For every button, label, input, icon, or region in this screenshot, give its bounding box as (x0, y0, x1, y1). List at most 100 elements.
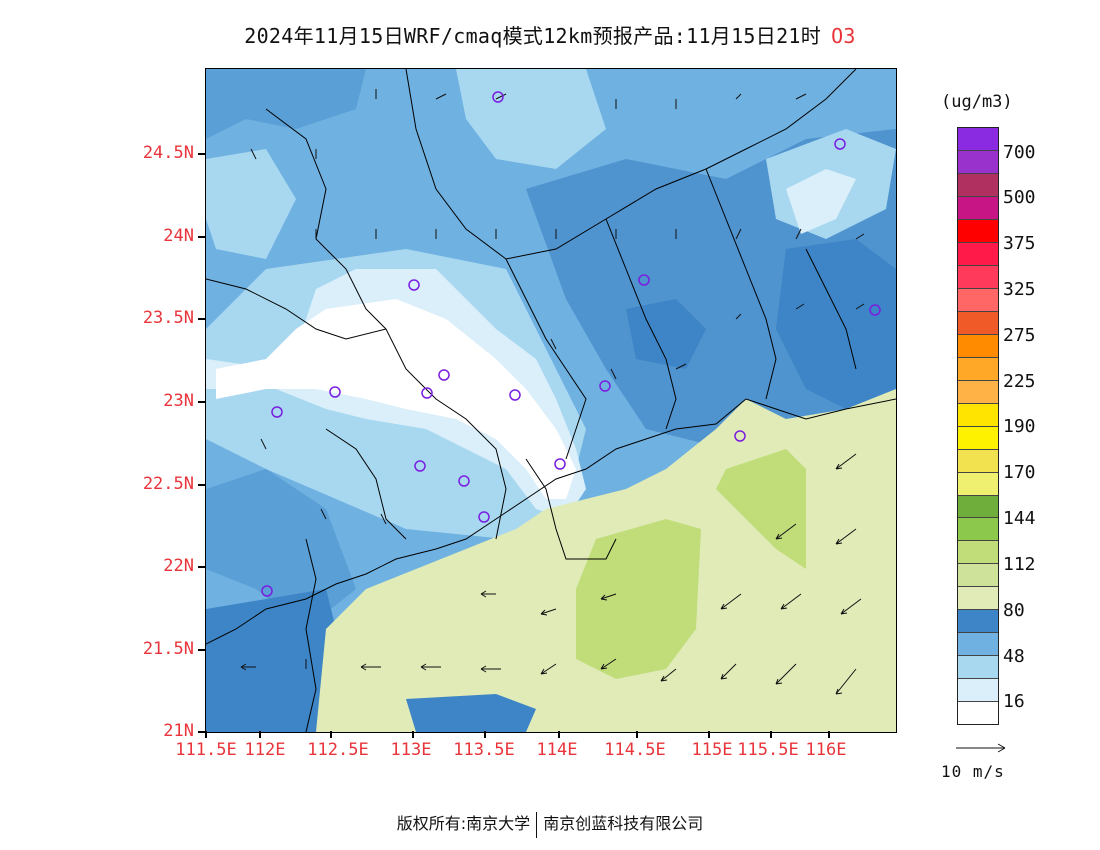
map-field-svg (206, 69, 896, 732)
colorbar-cell (958, 610, 998, 634)
y-tick-label: 24N (163, 226, 194, 246)
y-tick-label: 22.5N (142, 474, 194, 494)
colorbar-cell (958, 564, 998, 588)
colorbar-label: 112 (1003, 554, 1036, 575)
colorbar-cell (958, 426, 998, 450)
x-tick-mark (558, 731, 560, 738)
colorbar-label: 500 (1003, 187, 1036, 208)
y-tick-mark (198, 731, 205, 733)
copyright-right: 南京创蓝科技有限公司 (543, 814, 704, 833)
field-patch (786, 169, 856, 234)
colorbar-cell (958, 633, 998, 657)
colorbar-label: 225 (1003, 371, 1036, 392)
colorbar-label: 80 (1003, 600, 1025, 621)
colorbar-cell (958, 311, 998, 335)
ozone-map (205, 68, 897, 733)
colorbar-cell (958, 128, 998, 151)
x-tick-label: 112.5E (307, 740, 369, 760)
field-patch (776, 239, 896, 409)
x-tick-mark (828, 731, 830, 738)
x-tick-mark (259, 731, 261, 738)
y-tick-label: 21.5N (142, 639, 194, 659)
colorbar-cell (958, 380, 998, 404)
colorbar-cell (958, 403, 998, 427)
field-patch (406, 694, 536, 732)
boundary-lines (206, 69, 896, 732)
colorbar-label: 700 (1003, 142, 1036, 163)
colorbar-label: 170 (1003, 462, 1036, 483)
y-tick-mark (198, 484, 205, 486)
x-tick-mark (412, 731, 414, 738)
colorbar-label: 144 (1003, 508, 1036, 529)
title-text: 2024年11月15日WRF/cmaq模式12km预报产品:11月15日21时 (244, 24, 822, 48)
colorbar-cell (958, 196, 998, 220)
wind-reference-label: 10 m/s (941, 762, 1005, 781)
y-tick-mark (198, 566, 205, 568)
x-tick-mark (708, 731, 710, 738)
colorbar-cell (958, 288, 998, 312)
x-tick-mark (484, 731, 486, 738)
copyright-left: 版权所有:南京大学 (396, 814, 531, 833)
x-tick-label: 115.5E (737, 740, 799, 760)
x-tick-label: 113.5E (453, 740, 515, 760)
colorbar-label: 325 (1003, 279, 1036, 300)
copyright: 版权所有:南京大学 南京创蓝科技有限公司 (0, 810, 1100, 838)
colorbar-cell (958, 265, 998, 289)
y-tick-label: 23.5N (142, 308, 194, 328)
x-tick-mark (205, 731, 207, 738)
map-title: 2024年11月15日WRF/cmaq模式12km预报产品:11月15日21时 O… (0, 20, 1100, 49)
field-patch (626, 299, 706, 369)
colorbar-unit: (ug/m3) (941, 92, 1013, 112)
y-tick-label: 22N (163, 556, 194, 576)
field-patch (216, 299, 576, 499)
y-tick-label: 24.5N (142, 143, 194, 163)
y-tick-label: 21N (163, 721, 194, 741)
colorbar-cell (958, 495, 998, 519)
x-tick-mark (636, 731, 638, 738)
colorbar-cell (958, 472, 998, 496)
field-patch (206, 469, 356, 629)
field-patch (206, 69, 366, 139)
x-tick-mark (330, 731, 332, 738)
colorbar (957, 127, 999, 725)
field-patch (716, 449, 806, 569)
x-tick-label: 116E (805, 740, 847, 760)
x-tick-label: 115E (691, 740, 733, 760)
y-tick-mark (198, 236, 205, 238)
colorbar-label: 16 (1003, 691, 1025, 712)
wind-reference-arrow-icon (956, 743, 1006, 753)
x-tick-label: 112E (244, 740, 286, 760)
colorbar-cell (958, 656, 998, 680)
colorbar-cell (958, 518, 998, 542)
colorbar-cell (958, 334, 998, 358)
copyright-separator (536, 811, 538, 838)
x-tick-mark (770, 731, 772, 738)
station-markers (261, 91, 881, 597)
y-tick-label: 23N (163, 391, 194, 411)
colorbar-cell (958, 679, 998, 703)
field-patch (576, 519, 701, 679)
colorbar-label: 375 (1003, 233, 1036, 254)
colorbar-cell (958, 219, 998, 243)
x-tick-label: 114.5E (604, 740, 666, 760)
colorbar-cell (958, 587, 998, 611)
field-patch (206, 589, 346, 732)
y-tick-mark (198, 318, 205, 320)
colorbar-cell (958, 173, 998, 197)
colorbar-cell (958, 541, 998, 565)
pollutant-label: O3 (831, 24, 856, 48)
x-tick-label: 113E (390, 740, 432, 760)
colorbar-cell (958, 150, 998, 174)
y-tick-mark (198, 649, 205, 651)
colorbar-label: 190 (1003, 416, 1036, 437)
x-tick-label: 111.5E (175, 740, 237, 760)
colorbar-cell (958, 449, 998, 473)
colorbar-cell (958, 702, 998, 725)
colorbar-cell (958, 357, 998, 381)
colorbar-label: 48 (1003, 646, 1025, 667)
field-patch (206, 149, 296, 259)
x-tick-label: 114E (536, 740, 578, 760)
y-tick-mark (198, 153, 205, 155)
colorbar-cell (958, 242, 998, 266)
y-tick-mark (198, 401, 205, 403)
